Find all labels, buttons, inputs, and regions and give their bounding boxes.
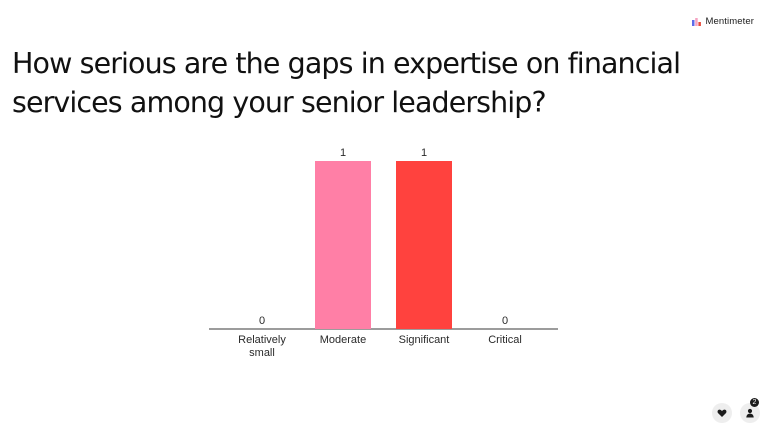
- reaction-button[interactable]: [712, 403, 732, 423]
- bar-value-label: 1: [340, 147, 346, 159]
- bar-value-label: 0: [259, 315, 265, 327]
- bar-value-label: 1: [421, 147, 427, 159]
- category-label: Relatively: [238, 334, 286, 346]
- bar-significant: [396, 161, 452, 329]
- logo-bar-red: [698, 21, 702, 26]
- logo-bar-blue: [692, 19, 695, 26]
- category-label: small: [249, 347, 275, 359]
- category-label: Significant: [399, 334, 450, 346]
- category-label: Moderate: [320, 334, 366, 346]
- brand-logo: Mentimeter: [692, 16, 754, 27]
- question-title: How serious are the gaps in expertise on…: [12, 47, 681, 119]
- participants-count-badge: 2: [750, 398, 759, 407]
- mentimeter-logo-icon: [692, 17, 702, 26]
- logo-bar-pink: [695, 17, 699, 26]
- brand-name: Mentimeter: [705, 16, 754, 27]
- person-icon: [746, 408, 754, 418]
- heart-icon: [717, 409, 727, 417]
- participants-button[interactable]: 2: [740, 398, 760, 423]
- bar-value-label: 0: [502, 315, 508, 327]
- category-label: Critical: [488, 334, 522, 346]
- bar-moderate: [315, 161, 371, 329]
